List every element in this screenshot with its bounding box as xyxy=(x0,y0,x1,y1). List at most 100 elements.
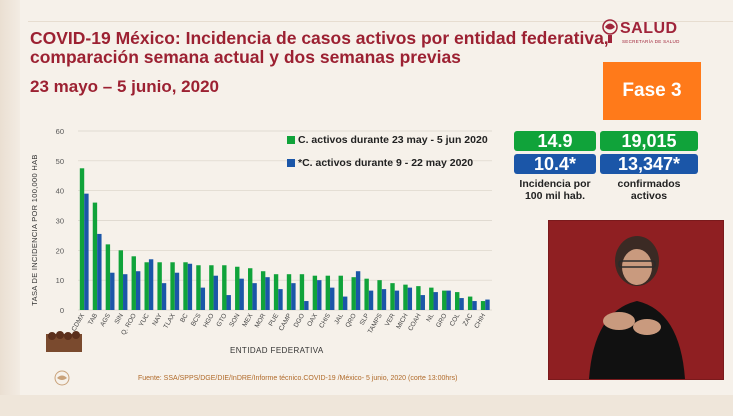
bar-current xyxy=(299,274,305,310)
bar-current xyxy=(351,277,356,310)
bar-current xyxy=(429,287,434,310)
bar-current xyxy=(118,250,124,310)
bar-previous xyxy=(291,283,296,310)
x-tick-label: COAH xyxy=(407,312,423,332)
bar-previous xyxy=(187,263,193,310)
x-tick-label: CAMP xyxy=(278,313,293,333)
confirmed-previous-value: 13,347* xyxy=(600,154,698,174)
legend-current-label: C. activos durante 23 may - 5 jun 2020 xyxy=(298,134,488,146)
x-tick-label: TAB xyxy=(87,313,99,327)
x-tick-label: BC xyxy=(179,312,190,324)
bar-current xyxy=(131,256,136,310)
bar-previous xyxy=(110,272,115,310)
bar-previous xyxy=(265,277,270,310)
x-tick-label: CHIH xyxy=(473,312,487,330)
x-tick-label: PUE xyxy=(268,312,281,328)
logo-subtext: SECRETARÍA DE SALUD xyxy=(622,39,680,44)
decorative-bottom-strip xyxy=(0,395,733,416)
bar-current xyxy=(209,265,214,310)
x-tick-label: BCS xyxy=(190,312,203,328)
bar-current xyxy=(416,286,421,310)
x-tick-label: MOR xyxy=(254,312,268,329)
x-tick-label: COL xyxy=(449,312,462,327)
bar-current xyxy=(79,168,85,310)
bar-previous xyxy=(161,283,167,310)
confirmed-caption: confirmados activos xyxy=(603,178,695,202)
x-tick-label: NL xyxy=(425,312,435,323)
legend-current: C. activos durante 23 may - 5 jun 2020 xyxy=(287,134,488,146)
x-tick-label: SLP xyxy=(359,313,371,327)
legend-previous: *C. activos durante 9 - 22 may 2020 xyxy=(287,157,473,169)
bar-previous xyxy=(459,298,464,310)
page-title: COVID-19 México: Incidencia de casos act… xyxy=(30,29,630,67)
bar-current xyxy=(480,301,486,310)
bar-current xyxy=(364,278,369,310)
salud-logo: SALUD SECRETARÍA DE SALUD xyxy=(602,18,702,50)
bar-previous xyxy=(304,301,309,310)
bar-previous xyxy=(123,274,128,310)
legend-previous-label: *C. activos durante 9 - 22 may 2020 xyxy=(298,157,474,169)
bar-current xyxy=(105,244,111,310)
x-tick-label: HGO xyxy=(202,313,215,329)
bar-previous xyxy=(472,301,477,310)
x-tick-label: TLAX xyxy=(163,312,178,330)
x-tick-label: SIN xyxy=(114,312,126,325)
legend-previous-swatch xyxy=(287,159,295,167)
x-tick-label: VER xyxy=(384,312,397,327)
bar-current xyxy=(286,274,292,310)
confirmed-caption-line-1: confirmados xyxy=(617,178,681,190)
bar-current xyxy=(260,271,266,310)
bar-previous xyxy=(446,290,451,310)
incidence-previous-value: 10.4* xyxy=(514,154,596,174)
bar-previous xyxy=(394,290,400,310)
bar-current xyxy=(312,275,318,310)
bar-previous xyxy=(368,290,374,310)
header-divider xyxy=(28,21,733,22)
logo-text: SALUD xyxy=(620,20,678,37)
y-tick-label: 50 xyxy=(56,157,64,166)
confirmed-current-value: 19,015 xyxy=(600,131,698,151)
x-tick-label: YUC xyxy=(138,312,151,328)
x-tick-label: NAY xyxy=(151,312,164,327)
x-tick-label: GTO xyxy=(215,313,228,329)
bar-previous xyxy=(200,287,206,310)
bar-previous xyxy=(420,295,425,310)
bar-current xyxy=(222,265,227,310)
bar-current xyxy=(454,292,460,310)
y-tick-label: 20 xyxy=(56,246,64,255)
bar-previous xyxy=(381,289,387,310)
legend-current-swatch xyxy=(287,136,295,144)
y-tick-label: 0 xyxy=(60,306,64,315)
bar-previous xyxy=(84,193,89,310)
bar-current xyxy=(390,283,395,310)
bar-current xyxy=(144,262,149,310)
date-range: 23 mayo – 5 junio, 2020 xyxy=(30,77,219,96)
x-tick-label: CHIS xyxy=(318,312,332,330)
bar-previous xyxy=(330,287,335,310)
bar-current xyxy=(377,280,382,310)
eagle-footer-icon xyxy=(54,370,70,386)
bar-current xyxy=(183,262,188,310)
bar-previous xyxy=(174,272,180,310)
x-tick-label: GRO xyxy=(435,313,448,329)
bar-current xyxy=(403,284,408,310)
y-tick-label: 40 xyxy=(56,187,64,196)
x-tick-label: AGS xyxy=(99,312,112,328)
x-tick-label: QRO xyxy=(344,313,357,329)
bar-previous xyxy=(252,283,257,310)
bar-previous xyxy=(342,296,348,310)
bar-current xyxy=(196,265,201,310)
bar-current xyxy=(325,275,331,310)
bar-current xyxy=(442,290,447,310)
incidence-caption-line-1: Incidencia por xyxy=(519,178,591,190)
x-tick-label: DGO xyxy=(293,313,306,329)
bar-previous xyxy=(278,289,283,310)
bar-current xyxy=(170,262,175,310)
incidence-caption-line-2: 100 mil hab. xyxy=(524,190,586,202)
bar-previous xyxy=(148,259,154,310)
title-line-1: COVID-19 México: Incidencia de casos act… xyxy=(30,28,609,48)
bar-previous xyxy=(407,287,413,310)
bar-current xyxy=(467,296,473,310)
interpreter-figure-icon xyxy=(549,221,723,379)
